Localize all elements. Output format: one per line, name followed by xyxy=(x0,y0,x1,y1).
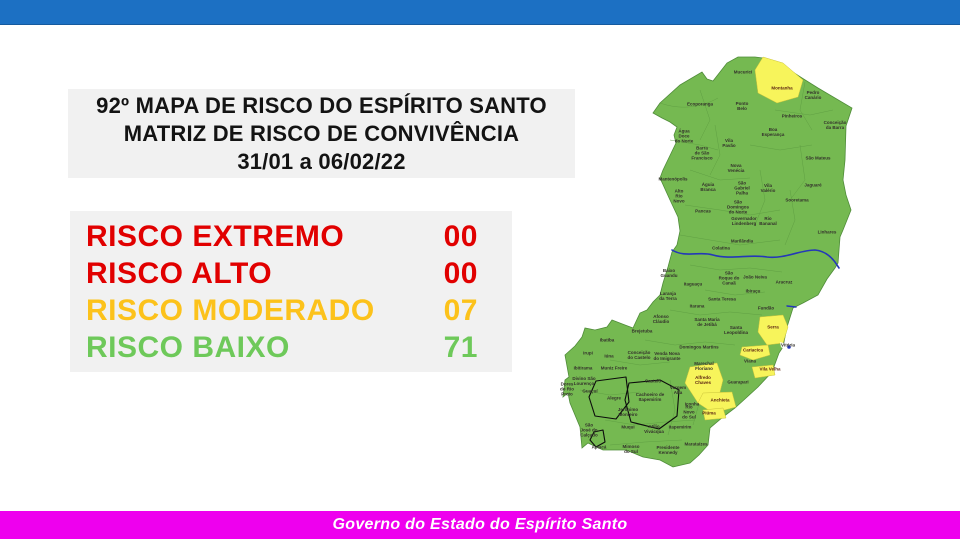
municipality-vila-velha xyxy=(751,364,776,379)
risk-label: RISCO EXTREMO xyxy=(86,220,345,253)
municipality-cariacica xyxy=(739,344,771,361)
title-box: 92º MAPA DE RISCO DO ESPÍRITO SANTO MATR… xyxy=(68,89,575,178)
risk-label: RISCO ALTO xyxy=(86,257,273,290)
risk-row-moderado: RISCO MODERADO 07 xyxy=(86,292,512,329)
risk-count: 00 xyxy=(443,257,478,290)
municipality-piuma xyxy=(702,407,727,421)
vitoria-bay-water xyxy=(787,345,791,349)
slide-title-line-2: MATRIZ DE RISCO DE CONVIVÊNCIA xyxy=(123,120,520,146)
risk-row-alto: RISCO ALTO 00 xyxy=(86,255,512,292)
map-svg xyxy=(562,56,853,468)
municipality-montanha xyxy=(754,56,804,104)
top-blue-bar xyxy=(0,0,960,25)
footer-bar: Governo do Estado do Espírito Santo xyxy=(0,511,960,539)
coastal-lagoon xyxy=(786,305,797,308)
slide-title-line-3: 31/01 a 06/02/22 xyxy=(237,148,406,174)
risk-label: RISCO MODERADO xyxy=(86,294,375,327)
footer-text: Governo do Estado do Espírito Santo xyxy=(332,516,628,533)
state-landmass xyxy=(562,56,853,468)
risk-count: 00 xyxy=(443,220,478,253)
risk-summary-panel: RISCO EXTREMO 00 RISCO ALTO 00 RISCO MOD… xyxy=(70,211,512,372)
espirito-santo-risk-map: Mucurici Montanha Pedro Canário Ecoporanga P… xyxy=(550,50,880,490)
risk-count: 07 xyxy=(443,294,478,327)
highlighted-border-cluster xyxy=(588,376,680,448)
risk-row-extremo: RISCO EXTREMO 00 xyxy=(86,218,512,255)
risk-count: 71 xyxy=(443,331,478,364)
rio-doce-river xyxy=(671,249,840,269)
risk-label: RISCO BAIXO xyxy=(86,331,290,364)
municipality-anchieta xyxy=(697,391,737,414)
risk-row-baixo: RISCO BAIXO 71 xyxy=(86,329,512,366)
slide-title-line-1: 92º MAPA DE RISCO DO ESPÍRITO SANTO xyxy=(96,92,547,118)
moderate-risk-municipalities xyxy=(684,56,804,421)
